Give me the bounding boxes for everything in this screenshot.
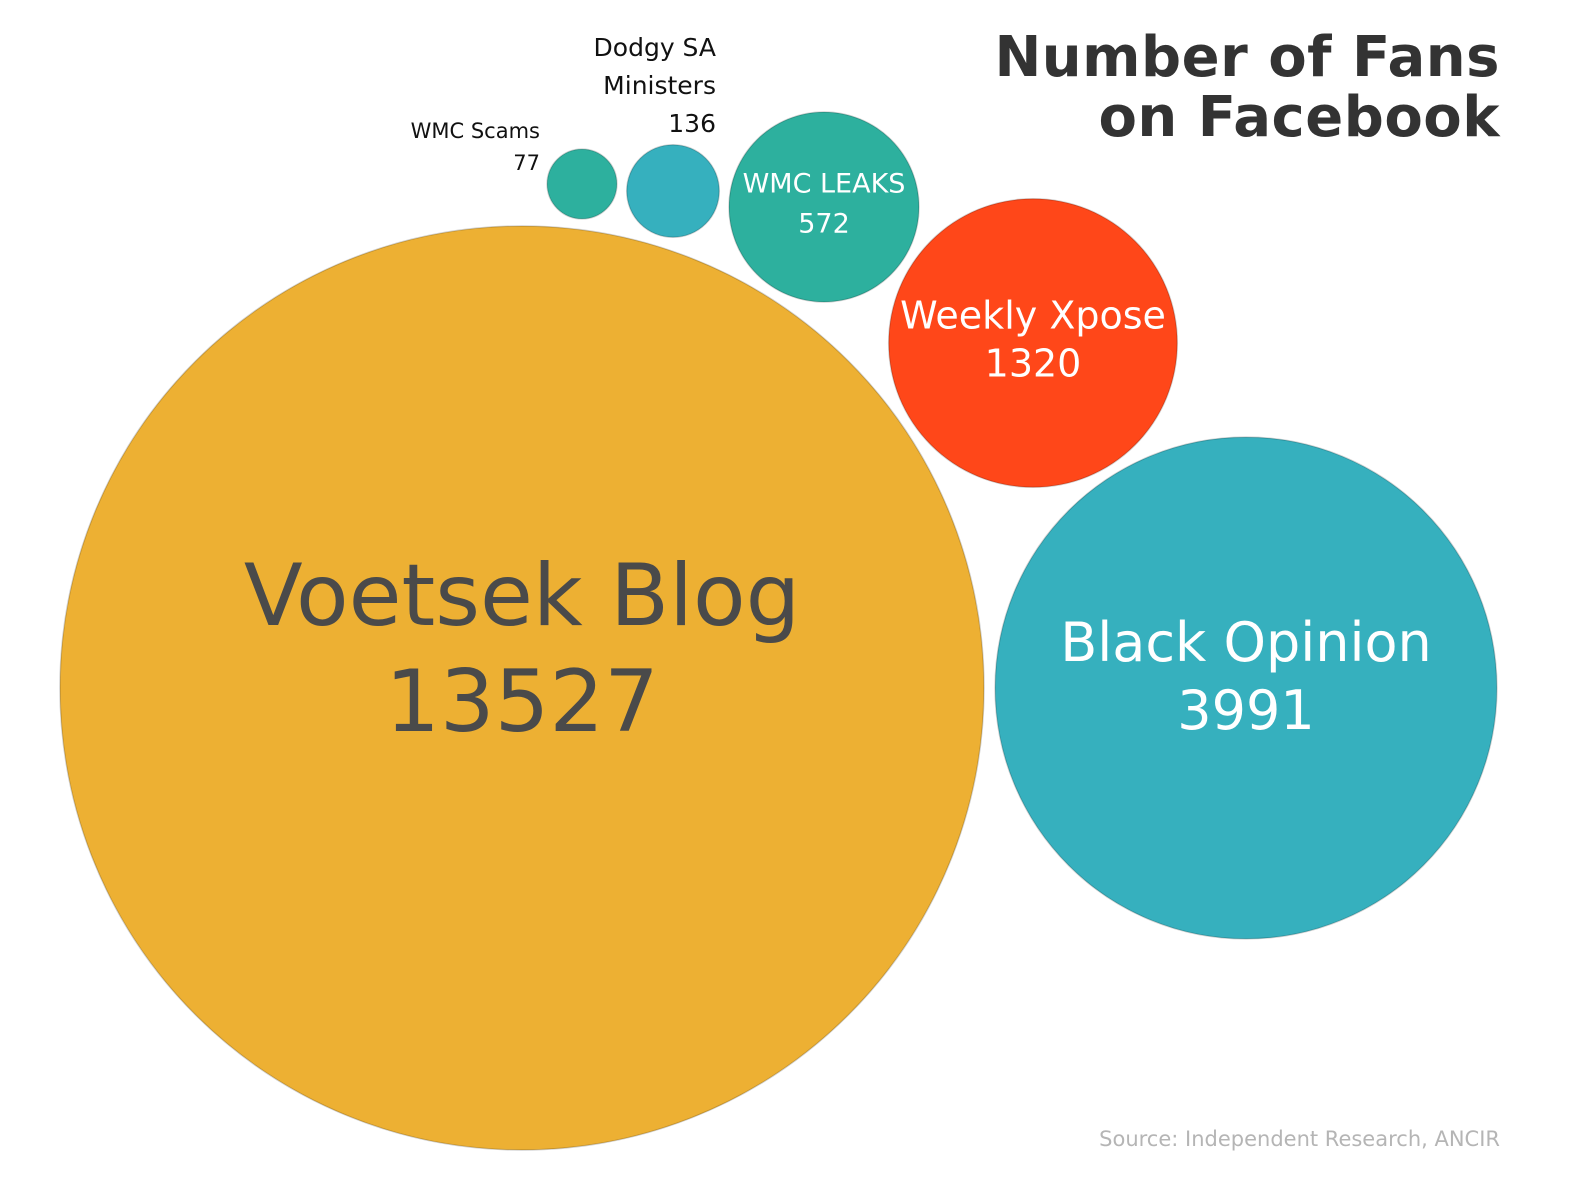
bubble-label-voetsek-blog: Voetsek Blog bbox=[244, 546, 800, 646]
bubble-value-dodgy-sa-ministers: 136 bbox=[668, 109, 716, 138]
bubble-wmc-leaks bbox=[728, 111, 920, 303]
bubble-wmc-scams bbox=[546, 148, 618, 220]
bubble-label-weekly-xpose: Weekly Xpose bbox=[900, 293, 1166, 337]
chart-title-line-2: on Facebook bbox=[1098, 85, 1500, 150]
bubble-label-dodgy-sa-ministers: Ministers bbox=[603, 71, 716, 100]
chart-title: Number of Fans on Facebook bbox=[994, 28, 1500, 148]
bubble-label-dodgy-sa-ministers: Dodgy SA bbox=[594, 33, 716, 62]
bubble-black-opinion bbox=[994, 436, 1498, 940]
bubble-value-weekly-xpose: 1320 bbox=[985, 341, 1082, 385]
bubble-label-wmc-scams: WMC Scams bbox=[411, 119, 540, 143]
bubble-value-voetsek-blog: 13527 bbox=[385, 652, 659, 752]
bubble-voetsek-blog bbox=[59, 225, 985, 1151]
source-note: Source: Independent Research, ANCIR bbox=[1099, 1127, 1500, 1151]
chart-title-line-1: Number of Fans bbox=[994, 25, 1500, 90]
bubble-value-wmc-scams: 77 bbox=[513, 151, 540, 175]
bubble-value-wmc-leaks: 572 bbox=[798, 208, 850, 239]
bubble-weekly-xpose bbox=[887, 197, 1179, 489]
bubble-label-wmc-leaks: WMC LEAKS bbox=[743, 168, 906, 199]
bubble-dodgy-sa-ministers bbox=[625, 143, 721, 239]
bubble-label-black-opinion: Black Opinion bbox=[1060, 611, 1432, 674]
bubble-value-black-opinion: 3991 bbox=[1177, 679, 1314, 742]
